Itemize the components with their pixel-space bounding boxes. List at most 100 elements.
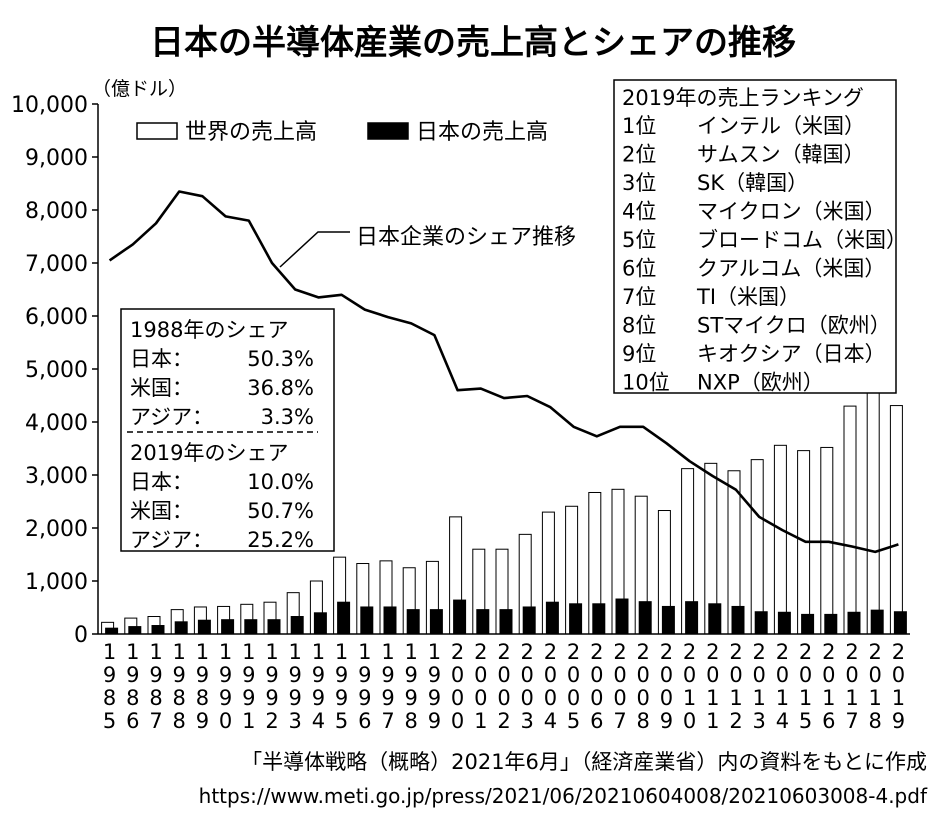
bar-japan: [847, 611, 861, 635]
bar-japan: [429, 609, 443, 635]
bar-japan: [290, 616, 304, 635]
ranking-rank: 4位: [622, 200, 656, 224]
bar-japan: [360, 606, 374, 635]
bar-japan: [105, 627, 119, 635]
legend-world-label: 世界の売上高: [185, 120, 317, 145]
bar-japan: [406, 609, 420, 635]
legend-japan-label: 日本の売上高: [416, 120, 548, 145]
share-row-label: アジア：: [130, 405, 213, 429]
bar-japan: [870, 609, 884, 635]
share-row-label: 米国：: [130, 376, 193, 400]
ranking-company: インテル（米国）: [697, 114, 865, 138]
bar-japan: [801, 613, 815, 635]
share-line-layer: [108, 190, 899, 554]
bar-japan: [545, 601, 559, 635]
share-row-value: 36.8%: [247, 376, 314, 400]
bar-japan: [476, 609, 490, 635]
chart-title: 日本の半導体産業の売上高とシェアの推移: [150, 23, 796, 63]
ranking-rank: 3位: [622, 171, 656, 195]
y-tick-label: 10,000: [11, 93, 88, 118]
ranking-rank: 1位: [622, 114, 656, 138]
bar-japan: [522, 606, 536, 635]
bar-world: [866, 376, 880, 635]
ranking-rank: 10位: [622, 371, 670, 395]
y-tick-label: 0: [74, 623, 88, 648]
bar-japan: [661, 605, 675, 635]
bar-japan: [267, 619, 281, 635]
bar-japan: [499, 609, 513, 635]
line-annotation-label: 日本企業のシェア推移: [356, 225, 576, 250]
line-annotation-leader: [279, 231, 350, 268]
bar-japan: [685, 601, 699, 635]
bar-japan: [383, 606, 397, 635]
source-note: 「半導体戦略（概略）2021年6月」（経済産業省）内の資料をもとに作成: [241, 750, 927, 774]
share-row-value: 50.3%: [247, 347, 314, 371]
y-tick-label: 5,000: [25, 358, 88, 383]
share-row-value: 10.0%: [247, 470, 314, 494]
source-url: https://www.meti.go.jp/press/2021/06/202…: [199, 784, 928, 808]
y-tick-label: 8,000: [25, 199, 88, 224]
bar-world: [750, 459, 764, 635]
ranking-rank: 9位: [622, 342, 656, 366]
bar-japan: [754, 611, 768, 635]
share-row-label: 日本：: [130, 347, 193, 371]
legend-world-swatch: [136, 122, 178, 140]
bar-world: [889, 405, 903, 635]
bar-world: [773, 444, 787, 635]
bar-japan: [151, 625, 165, 635]
ranking-rank: 8位: [622, 314, 656, 338]
bar-japan: [824, 613, 838, 635]
bar-japan: [893, 611, 907, 635]
ranking-company: SK（韓国）: [697, 171, 808, 195]
bar-japan: [708, 603, 722, 635]
ranking-company: ブロードコム（米国）: [697, 228, 907, 252]
ranking-rank: 5位: [622, 228, 656, 252]
bar-japan: [197, 619, 211, 635]
bar-japan: [592, 603, 606, 635]
bar-japan: [128, 626, 142, 635]
ranking-rank: 7位: [622, 285, 656, 309]
bar-japan: [244, 619, 258, 635]
ranking-rank: 2位: [622, 143, 656, 167]
bar-japan: [569, 603, 583, 635]
bar-japan: [453, 599, 467, 635]
y-tick-label: 7,000: [25, 252, 88, 277]
ranking-box-frame: [613, 79, 897, 394]
axes-layer: 0 1,000 2,000 3,000 4,000 5,000 6,000 7,000 8,00…: [11, 93, 910, 733]
ranking-company: クアルコム（米国）: [697, 257, 885, 281]
bars-layer: [101, 376, 907, 635]
share-box-heading: 2019年のシェア: [130, 441, 288, 465]
bar-japan: [221, 619, 235, 635]
ranking-company: STマイクロ（欧州）: [697, 314, 891, 338]
bar-japan: [731, 605, 745, 635]
share-box-heading: 1988年のシェア: [130, 318, 288, 342]
bar-world: [843, 405, 857, 635]
bar-japan: [313, 612, 327, 635]
